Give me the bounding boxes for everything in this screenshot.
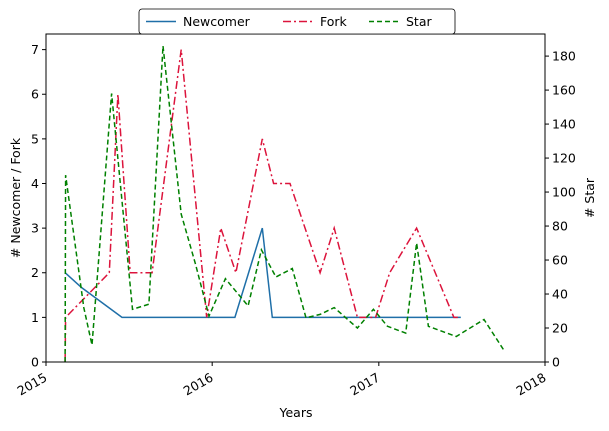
series-line-newcomer (64, 227, 461, 319)
right-tick-label: 180 (552, 49, 576, 64)
x-axis-label: Years (279, 405, 313, 420)
x-tick-label: 2015 (14, 370, 49, 399)
right-tick-label: 100 (552, 185, 576, 200)
left-axis-label: # Newcomer / Fork (8, 137, 23, 258)
right-tick-label: 120 (552, 151, 576, 166)
right-tick-label: 20 (552, 321, 568, 336)
series-line-fork (64, 49, 461, 363)
left-axis: 0 1 2 3 4 5 6 7 (31, 42, 46, 370)
left-tick-label: 7 (31, 42, 39, 57)
legend-label-fork: Fork (320, 14, 348, 29)
right-tick-label: 80 (552, 219, 568, 234)
legend-label-star: Star (406, 14, 432, 29)
x-tick-label: 2016 (181, 370, 216, 399)
series-line-star (64, 45, 506, 363)
left-tick-label: 0 (31, 355, 39, 370)
left-tick-label: 2 (31, 265, 39, 280)
left-tick-label: 4 (31, 176, 39, 191)
x-tick-label: 2017 (347, 370, 382, 399)
left-tick-label: 6 (31, 87, 39, 102)
left-tick-label: 1 (31, 310, 39, 325)
right-tick-label: 140 (552, 117, 576, 132)
right-tick-label: 40 (552, 287, 568, 302)
right-axis-label: # Star (582, 177, 597, 218)
right-tick-label: 60 (552, 253, 568, 268)
left-tick-label: 3 (31, 221, 39, 236)
right-axis: 0 20 40 60 80 100 120 140 160 180 (545, 49, 576, 370)
right-tick-label: 0 (552, 355, 560, 370)
bottom-axis: 2015 2016 2017 2018 (14, 362, 549, 399)
left-tick-label: 5 (31, 131, 39, 146)
legend: Newcomer Fork Star (138, 8, 456, 35)
legend-label-newcomer: Newcomer (183, 14, 251, 29)
x-tick-label: 2018 (513, 370, 548, 399)
plot-lines (64, 45, 506, 363)
legend-frame (138, 8, 456, 35)
right-tick-label: 160 (552, 83, 576, 98)
